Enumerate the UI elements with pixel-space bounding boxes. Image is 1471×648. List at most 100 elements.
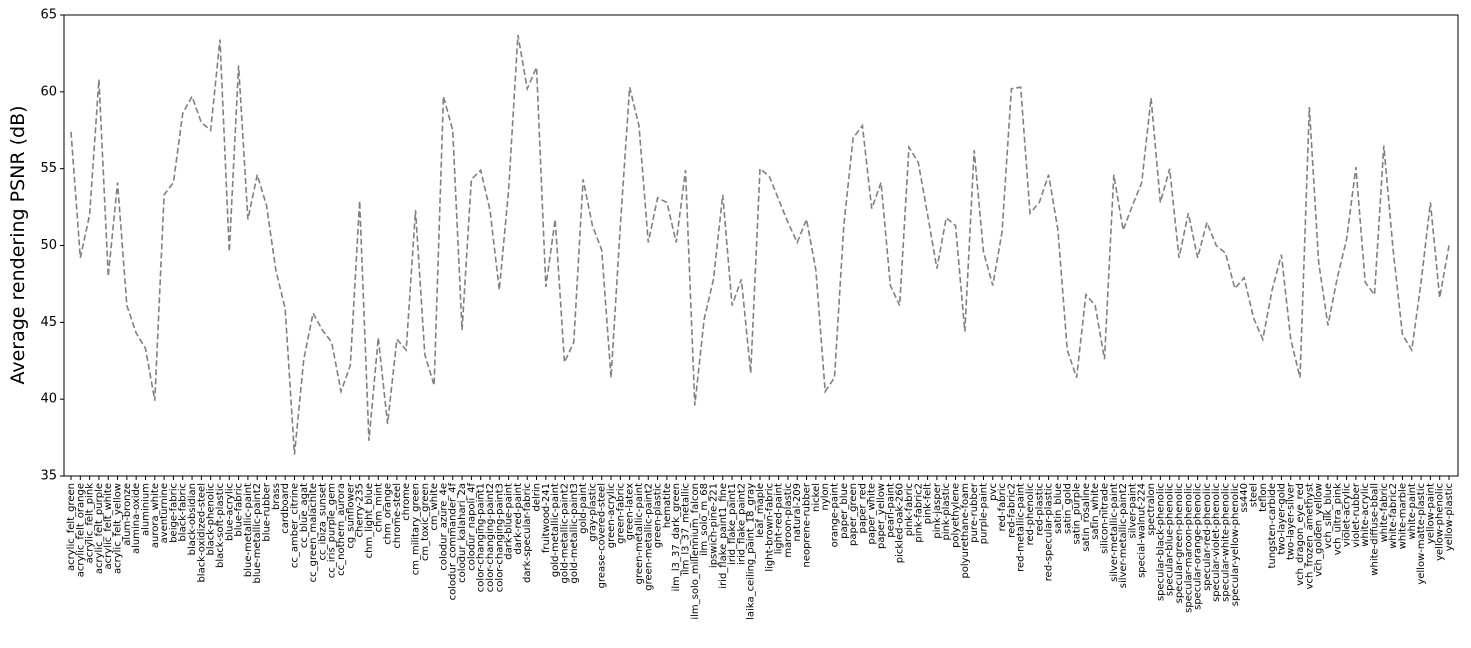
- x-tick-label: red-plastic: [1034, 483, 1045, 536]
- x-tick-label: colodur_napoli_4f: [466, 483, 477, 571]
- x-tick-label: green-latex: [625, 483, 636, 540]
- x-tick-label: black-phenolic: [206, 483, 217, 556]
- x-tick-label: aventurnine: [159, 483, 170, 543]
- x-tick-label: specular-blue-phenolic: [1165, 483, 1176, 596]
- x-tick-label: silver-metallic-paint2: [1118, 483, 1129, 588]
- x-tick-label: aurora_white: [150, 483, 161, 548]
- x-tick-label: blue-metallic-paint: [243, 483, 254, 577]
- x-tick-label: acrylic_felt_yellow: [113, 483, 124, 574]
- x-tick-label: blue-rubber: [262, 482, 273, 542]
- x-tick-label: pure-rubber: [969, 482, 980, 543]
- x-tick-label: ss440: [1239, 483, 1250, 513]
- x-tick-label: neoprene-rubber: [802, 482, 813, 567]
- x-tick-label: dark-specular-fabric: [522, 483, 533, 583]
- x-tick-label: chrome-steel: [392, 483, 403, 549]
- x-tick-label: dark-blue-paint: [504, 483, 515, 560]
- x-tick-label: purple-paint: [978, 483, 989, 544]
- x-tick-label: light-brown-fabric: [764, 483, 775, 572]
- x-tick-label: specular-white-phenolic: [1221, 483, 1232, 602]
- x-tick-label: fruitwood-241: [541, 483, 552, 553]
- x-tick-label: cc_ibiza_sunset: [317, 483, 328, 561]
- x-tick-label: spectralon: [1146, 483, 1157, 536]
- x-tick-label: ilm_l3_37_dark_green: [671, 483, 682, 591]
- x-tick-label: color-changing-paint3: [494, 483, 505, 592]
- x-tick-label: irid_flake_paint1_fine: [718, 483, 729, 589]
- x-tick-label: irid_flake_paint2: [736, 483, 747, 565]
- x-tick-label: color-changing-paint1: [476, 483, 487, 592]
- x-tick-label: cc_blue_agat: [299, 483, 310, 548]
- x-tick-label: acrylic_felt_purple: [94, 483, 105, 574]
- x-tick-label: nylon: [820, 483, 831, 511]
- x-tick-label: acrylic_felt_orange: [75, 483, 86, 577]
- x-tick-label: gold-metallic-paint3: [569, 483, 580, 583]
- x-tick-label: white-paint: [1407, 483, 1418, 540]
- x-tick-label: cc_iris_purple_gem: [327, 483, 338, 578]
- y-tick-label: 60: [40, 84, 57, 99]
- x-tick-label: teflon: [1258, 483, 1269, 512]
- x-tick-label: green-plastic: [653, 483, 664, 548]
- x-tick-label: pink-jasper: [932, 482, 943, 538]
- x-tick-label: colodur_kalahari_2a: [457, 483, 468, 583]
- x-tick-label: black-obsidian: [187, 483, 198, 555]
- x-tick-label: polyethylene: [951, 483, 962, 548]
- x-tick-label: yellow-plastic: [1444, 483, 1455, 551]
- x-tick-label: satin_purple: [1072, 483, 1083, 544]
- x-tick-label: blue-acrylic: [224, 483, 235, 541]
- x-tick-label: silver-metallic-paint: [1109, 483, 1120, 582]
- x-tick-label: cm_white: [429, 483, 440, 531]
- x-tick-label: cherry-235: [355, 483, 366, 537]
- x-tick-label: color-changing-paint2: [485, 483, 496, 592]
- y-tick-label: 40: [40, 392, 57, 407]
- x-tick-label: specular-maroon-phenolic: [1183, 483, 1194, 613]
- x-tick-label: cm_military_green: [411, 483, 422, 575]
- x-tick-label: violet-rubber: [1351, 482, 1362, 548]
- x-tick-label: specular-red-phenolic: [1202, 483, 1213, 591]
- x-tick-label: gold-metallic-paint2: [559, 483, 570, 583]
- x-tick-label: ilm_solo_millennium_falcon: [690, 483, 701, 620]
- x-tick-label: vch_golden_yellow: [1314, 483, 1325, 577]
- y-tick-label: 35: [40, 469, 57, 484]
- x-tick-label: paper_green: [848, 483, 859, 546]
- x-tick-label: ilm_solo_m_68: [699, 483, 710, 556]
- x-tick-label: white-marble: [1397, 483, 1408, 549]
- x-tick-label: blue-metallic-paint2: [252, 483, 263, 583]
- x-tick-label: special-walnut-224: [1137, 483, 1148, 578]
- x-tick-label: alumina-oxide: [131, 483, 142, 554]
- x-tick-label: white-acrylic: [1360, 483, 1371, 547]
- x-tick-label: colodur_azure_4e: [438, 483, 449, 571]
- x-tick-label: vch_dragon_eye_red: [1295, 483, 1306, 586]
- x-tick-label: two-layer-silver: [1286, 482, 1297, 560]
- x-tick-label: steel: [1248, 483, 1259, 507]
- x-tick-label: alum-bronze: [122, 483, 133, 546]
- x-tick-label: delrin: [532, 483, 543, 512]
- x-tick-label: chm_orange: [383, 483, 394, 545]
- x-tick-label: satin_rosaline: [1081, 483, 1092, 552]
- y-tick-label: 50: [40, 238, 57, 253]
- x-tick-label: silicon-nitrade: [1100, 483, 1111, 554]
- x-tick-label: paper_red: [857, 483, 868, 533]
- x-tick-label: vch_silk_blue: [1323, 483, 1334, 549]
- x-tick-label: grease-covered-steel: [597, 483, 608, 588]
- x-tick-label: chrome: [401, 483, 412, 521]
- x-tick-label: orange-paint: [829, 483, 840, 547]
- x-tick-label: black-fabric: [178, 483, 189, 542]
- x-tick-label: hematite: [662, 483, 673, 528]
- x-tick-label: white-fabric: [1379, 483, 1390, 542]
- data-line: [70, 34, 1450, 455]
- x-tick-label: violet-acrylic: [1342, 483, 1353, 547]
- x-tick-label: satin_blue: [1053, 483, 1064, 534]
- x-tick-label: two-layer-gold: [1276, 483, 1287, 555]
- x-tick-label: yellow-paint: [1425, 483, 1436, 544]
- x-tick-label: specular-green-phenolic: [1174, 483, 1185, 603]
- x-tick-label: red-fabric2: [1006, 483, 1017, 538]
- x-tick-label: white-fabric2: [1388, 483, 1399, 549]
- x-tick-label: satin_white: [1090, 483, 1101, 540]
- x-tick-label: vch_frozen_amethyst: [1304, 483, 1315, 589]
- x-tick-label: silver-paint: [1127, 483, 1138, 539]
- x-tick-label: maroon-plastic: [783, 483, 794, 558]
- x-tick-label: paper_yellow: [876, 483, 887, 549]
- x-tick-label: tungsten-carbide: [1267, 483, 1278, 569]
- plot-frame: [63, 14, 1459, 477]
- x-tick-label: red-specular-plastic: [1044, 483, 1055, 581]
- x-tick-label: paper_blue: [839, 483, 850, 539]
